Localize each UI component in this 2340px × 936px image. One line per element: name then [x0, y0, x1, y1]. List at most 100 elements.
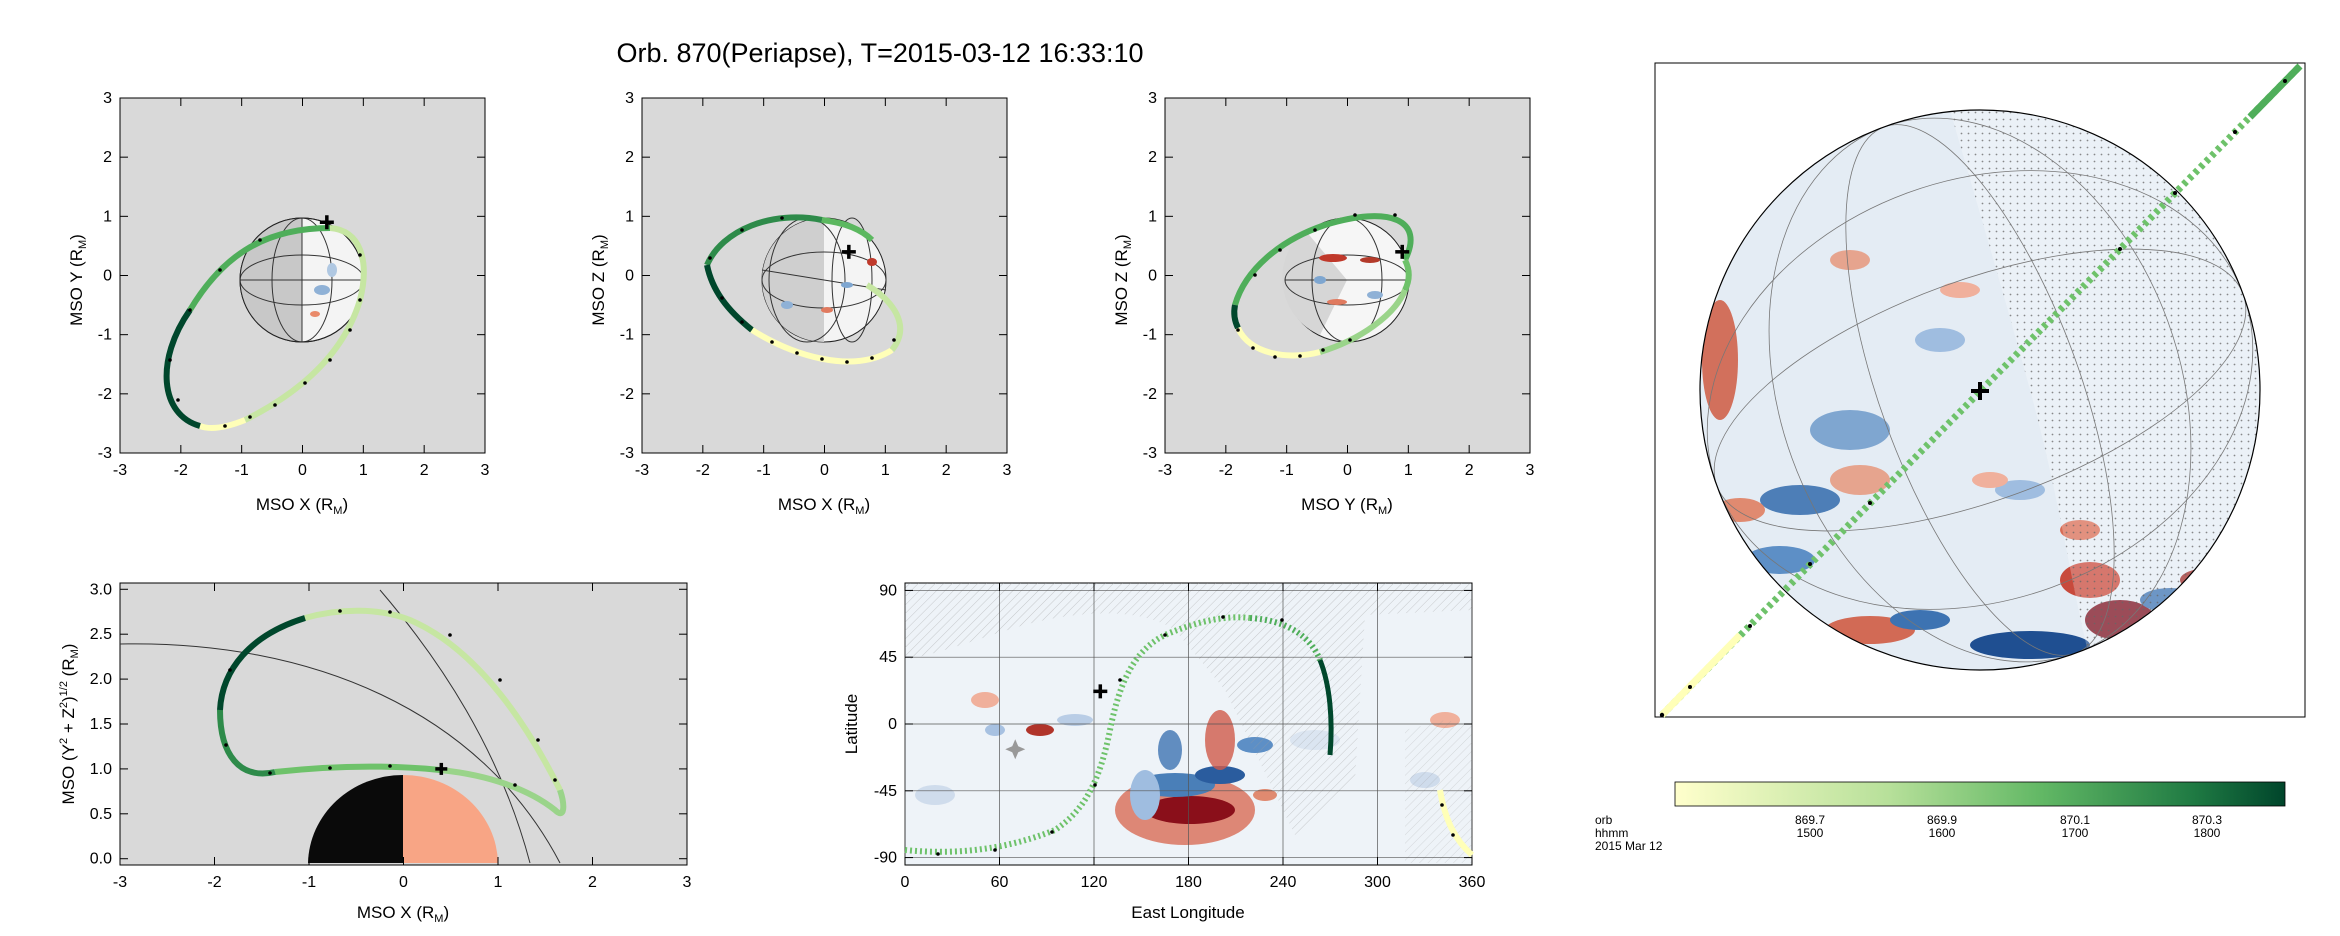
x-tick-label: -3 — [113, 874, 127, 891]
y-tick-label: 2 — [625, 149, 634, 166]
colorbar-tick-orb: 869.9 — [1927, 813, 1957, 827]
y-tick-label: -1 — [620, 327, 634, 344]
x-tick-label: 3 — [481, 462, 490, 479]
orbit-track — [1659, 63, 2303, 718]
x-tick-label: 0 — [901, 874, 910, 891]
y-tick-label: 0 — [103, 268, 112, 285]
y-tick-label: -90 — [874, 850, 897, 867]
spacecraft-marker — [435, 762, 448, 775]
y-axis-label: MSO Z (RM) — [589, 234, 611, 325]
y-axis-label: MSO Y (RM) — [67, 234, 89, 326]
spacecraft-marker — [1093, 684, 1108, 699]
x-tick-label: 120 — [1081, 874, 1108, 891]
y-tick-label: 3 — [1148, 90, 1157, 107]
colorbar-tick-orb: 870.1 — [2060, 813, 2090, 827]
colorbar-row-label-orb: orb — [1595, 813, 1613, 827]
x-tick-label: -3 — [1158, 462, 1172, 479]
y-tick-label: 1 — [1148, 208, 1157, 225]
colorbar-tick-hhmm: 1500 — [1797, 826, 1824, 840]
xy-projection-chart: -3 -2 -1 0 1 2 3 -3 -2 -1 0 1 2 3 MSO X (RM) MSO Y (R… — [67, 90, 490, 517]
y-tick-label: 1 — [103, 208, 112, 225]
x-axis-label: MSO Y (RM) — [1301, 495, 1393, 517]
x-tick-label: 180 — [1175, 874, 1202, 891]
y-tick-label: 3 — [103, 90, 112, 107]
y-tick-label: 0 — [1148, 268, 1157, 285]
x-axis-label: East Longitude — [1131, 903, 1244, 922]
y-tick-label: 2 — [1148, 149, 1157, 166]
orbit-track — [1231, 213, 1414, 359]
cylindrical-projection-chart: -3 -2 -1 0 1 2 3 0.0 0.5 1.0 1.5 2.0 2.5 3.0 MSO X (R… — [58, 581, 692, 925]
y-tick-label: -1 — [98, 327, 112, 344]
x-tick-label: 1 — [359, 462, 368, 479]
x-tick-label: 1 — [881, 462, 890, 479]
x-tick-label: -2 — [174, 462, 188, 479]
y-tick-label: -2 — [98, 386, 112, 403]
globe-view-panel — [1654, 62, 2306, 718]
x-tick-label: 0 — [298, 462, 307, 479]
y-tick-label: 1.0 — [90, 761, 112, 778]
axis-ticks: -3 -2 -1 0 1 2 3 0.0 0.5 1.0 1.5 2.0 2.5 3.0 — [90, 581, 692, 891]
axis-ticks: -3 -2 -1 0 1 2 3 -3 -2 -1 0 1 2 3 — [620, 90, 1012, 479]
spacecraft-marker — [1395, 244, 1410, 259]
x-tick-label: 1 — [494, 874, 503, 891]
y-tick-label: -3 — [620, 445, 634, 462]
x-tick-label: 0 — [399, 874, 408, 891]
y-axis-label: Latitude — [842, 694, 861, 755]
y-tick-label: 0 — [625, 268, 634, 285]
xz-projection-chart: -3 -2 -1 0 1 2 3 -3 -2 -1 0 1 2 3 MSO X (RM) MSO Z (R… — [589, 90, 1012, 517]
x-tick-label: -1 — [1280, 462, 1294, 479]
y-axis-label: MSO (Y2 + Z2)1/2 (RM) — [58, 644, 81, 805]
y-tick-label: 90 — [879, 582, 897, 599]
y-tick-label: -2 — [620, 386, 634, 403]
colorbar-gradient — [1674, 781, 2286, 807]
y-tick-label: 3.0 — [90, 581, 112, 598]
globe-limb — [1699, 109, 2261, 671]
x-tick-label: -1 — [302, 874, 316, 891]
spacecraft-marker — [319, 215, 334, 230]
orbit-track — [704, 214, 904, 365]
colorbar-tick-hhmm: 1600 — [1929, 826, 1956, 840]
orbit-time-colorbar: orb hhmm 2015 Mar 12 869.71500869.916008… — [1595, 781, 2286, 853]
mars-disk — [308, 775, 498, 863]
y-tick-label: 0.5 — [90, 806, 112, 823]
y-tick-label: 45 — [879, 649, 897, 666]
colorbar-row-label-hhmm: hhmm — [1595, 826, 1628, 840]
x-tick-label: 2 — [942, 462, 951, 479]
y-tick-label: 3 — [625, 90, 634, 107]
ground-track-map-chart: 0 60 120 180 240 300 360 -90 -45 0 45 90 East Longi… — [842, 582, 1486, 922]
x-tick-label: 2 — [588, 874, 597, 891]
x-tick-label: -3 — [635, 462, 649, 479]
x-tick-label: -1 — [235, 462, 249, 479]
x-tick-label: 60 — [991, 874, 1009, 891]
colorbar-tick-hhmm: 1700 — [2062, 826, 2089, 840]
x-tick-label: 3 — [1003, 462, 1012, 479]
axis-ticks: 0 60 120 180 240 300 360 -90 -45 0 45 90 — [874, 582, 1486, 891]
x-axis-label: MSO X (RM) — [256, 495, 348, 517]
x-tick-label: -1 — [757, 462, 771, 479]
y-tick-label: 2.0 — [90, 671, 112, 688]
x-tick-label: 3 — [683, 874, 692, 891]
y-tick-label: 2.5 — [90, 626, 112, 643]
figure-title: Orb. 870(Periapse), T=2015-03-12 16:33:1… — [616, 38, 1144, 68]
colorbar-tick-hhmm: 1800 — [2194, 826, 2221, 840]
y-tick-label: -1 — [1143, 327, 1157, 344]
y-tick-label: 0.0 — [90, 851, 112, 868]
y-tick-label: -2 — [1143, 386, 1157, 403]
orbit-track — [163, 225, 367, 431]
x-tick-label: 3 — [1526, 462, 1535, 479]
y-tick-label: 2 — [103, 149, 112, 166]
x-tick-label: 2 — [1465, 462, 1474, 479]
mars-globe — [239, 217, 365, 343]
y-tick-label: -3 — [98, 445, 112, 462]
x-tick-label: -2 — [207, 874, 221, 891]
x-tick-label: -2 — [1219, 462, 1233, 479]
subsolar-star — [1005, 739, 1026, 760]
x-tick-label: 0 — [1343, 462, 1352, 479]
spacecraft-marker — [841, 244, 856, 259]
yz-projection-chart: -3 -2 -1 0 1 2 3 -3 -2 -1 0 1 2 3 MSO Y (RM) MSO Z (R… — [1112, 90, 1535, 517]
mars-globe — [761, 217, 887, 343]
y-axis-label: MSO Z (RM) — [1112, 234, 1134, 325]
x-tick-label: -2 — [696, 462, 710, 479]
x-tick-label: 1 — [1404, 462, 1413, 479]
